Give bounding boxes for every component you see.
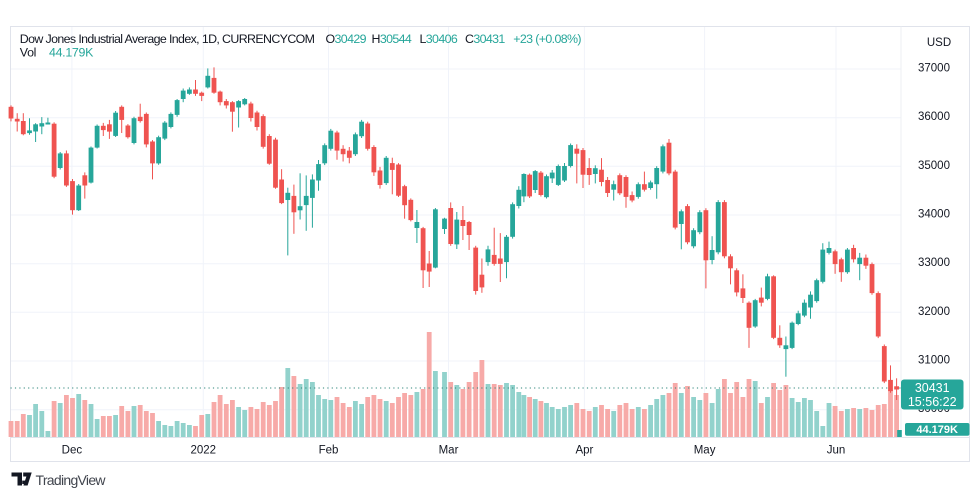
svg-text:May: May — [694, 445, 716, 457]
svg-text:TradingView: TradingView — [36, 472, 107, 488]
svg-text:30431: 30431 — [915, 381, 950, 395]
svg-text:35000: 35000 — [918, 160, 950, 172]
svg-text:34000: 34000 — [918, 209, 950, 221]
svg-text:Apr: Apr — [575, 445, 593, 457]
svg-text:Mar: Mar — [439, 445, 459, 457]
svg-text:2022: 2022 — [191, 445, 217, 457]
svg-text:44.179K: 44.179K — [916, 424, 958, 436]
svg-text:Jun: Jun — [827, 445, 846, 457]
svg-text:33000: 33000 — [918, 257, 950, 269]
svg-text:Feb: Feb — [319, 445, 339, 457]
svg-text:USD: USD — [927, 37, 951, 49]
svg-text:36000: 36000 — [918, 111, 950, 123]
svg-text:37000: 37000 — [918, 63, 950, 75]
svg-text:Dec: Dec — [62, 445, 83, 457]
svg-text:31000: 31000 — [918, 355, 950, 367]
svg-text:15:56:22: 15:56:22 — [908, 395, 957, 409]
svg-text:32000: 32000 — [918, 306, 950, 318]
svg-text:Dow Jones Industrial Average I: Dow Jones Industrial Average Index, 1D, … — [20, 32, 582, 46]
